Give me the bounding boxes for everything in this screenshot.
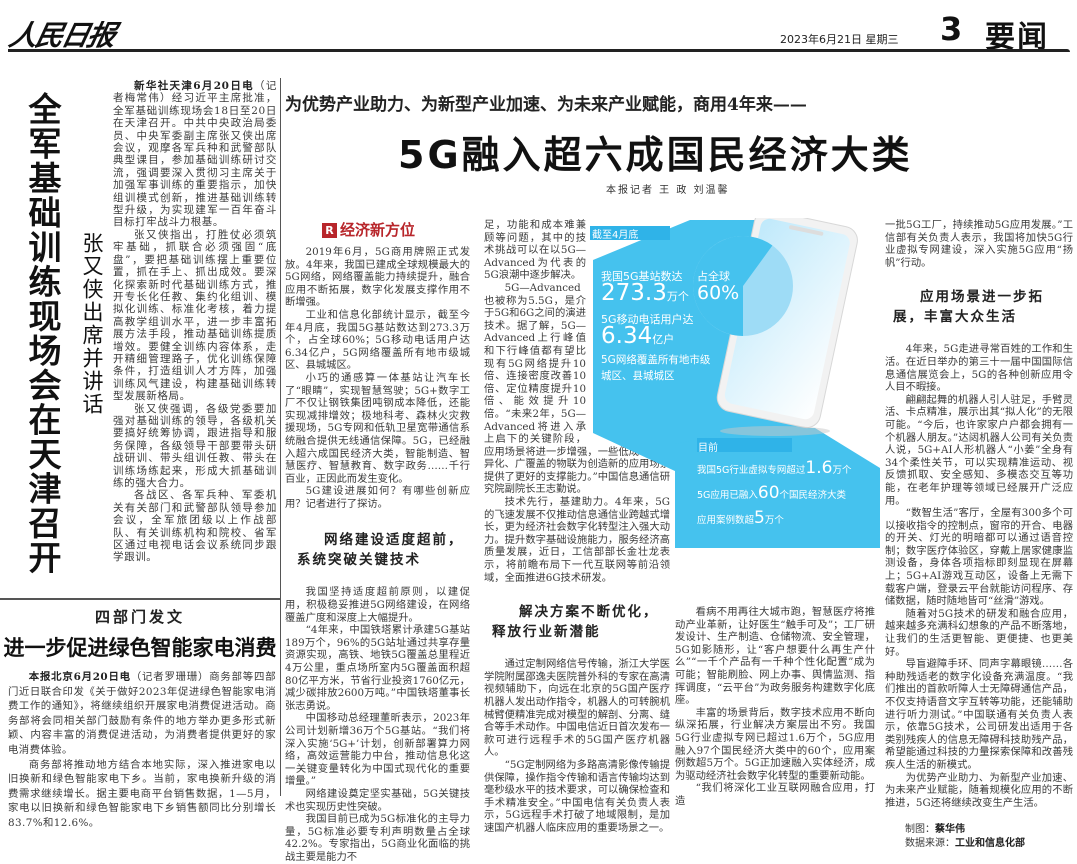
paragraph: “4年来，中国铁塔累计承建5G基站189万个，96%的5G站址通过共享存量资源实…	[285, 624, 470, 712]
stat-users: 6.34亿户	[601, 323, 675, 349]
bottom-story-body: 本报北京6月20日电（记者罗珊珊）商务部等四部门近日联合印发《关于做好2023年…	[8, 670, 276, 831]
paragraph: 通过定制网络信号传输，浙江大学医学院附属邵逸夫医院普外科的专家在高清视频辅助下，…	[484, 658, 670, 759]
phone-shadow	[720, 426, 830, 436]
main-col-4: 一批5G工厂，持续推动5G应用发展。”工信部有关负责人表示，我国将加快5G行业虚…	[885, 219, 1073, 851]
story-divider	[0, 598, 281, 600]
paragraph: 我国目前已成为5G标准化的主导力量，5G标准必要专利声明数量占全球42.2%。专…	[285, 813, 470, 863]
pie-label: 占全球	[697, 270, 730, 283]
left-story-headline: 全军基础训练现场会在天津召开	[23, 92, 62, 575]
paragraph: “5G定制网络为多路高清影像传输提供保障，操作指令传输和语言传输均达到毫秒级水平…	[484, 758, 670, 834]
left-story-body: 新华社天津6月20日电（记者梅常伟）经习近平主席批准，全军基础训练现场会18日至…	[113, 80, 277, 564]
subhead-network: 网络建设适度超前，系统突破关键技术	[297, 532, 464, 569]
paragraph: 各战区、各军兵种、军委机关有关部门和武警部队领导参加会议，全军旅团级以上作战部队…	[113, 489, 277, 564]
data-source: 数据来源：工业和信息化部	[905, 838, 1025, 850]
paragraph: 技术先行，基建助力。4年来，5G的飞速发展不仅推动信息通信业跨越式增长，更为经济…	[484, 496, 670, 584]
paragraph: 随着对5G技术的研发和融合应用，越来越多充满科幻想象的产品不断落地，让我们的生活…	[885, 607, 1073, 658]
paragraph: 工业和信息化部统计显示，截至今年4月底，我国5G基站数达到273.3万个，占全球…	[285, 308, 470, 372]
paragraph: 5G建设进展如何？有哪些创新应用？记者进行了探访。	[285, 485, 470, 510]
paragraph: 我国坚持适度超前原则，以建促用，积极稳妥推进5G网络建设，在网络覆盖广度和深度上…	[285, 586, 470, 624]
paragraph: 足，功能和成本难兼顾等问题，其中的技术挑战可以在以5G—Advanced为代表的…	[484, 219, 586, 282]
paragraph: “数智生活”客厅，全屋有300多个可以接收指令的控制点，窗帘的开合、电器的开关、…	[885, 507, 1073, 608]
subhead-applications: 应用场景进一步拓展，丰富大众生活	[893, 289, 1044, 326]
paragraph: 商务部将推动地方结合本地实际，深入推进家电以旧换新和绿色智能家电下乡。当前，家电…	[8, 758, 276, 829]
stat-users-label: 5G移动电话用户达	[601, 313, 694, 326]
paragraph: 看病不用再往大城市跑，智慧医疗将推动产业革新，让好医生“触手可及”；工厂研发设计…	[675, 606, 875, 707]
column-tag-icon: R	[322, 223, 337, 238]
paragraph: 网络建设奠定坚实基础，5G关键技术也实现历史性突破。	[285, 787, 470, 813]
paragraph: 新华社天津6月20日电（记者梅常伟）经习近平主席批准，全军基础训练现场会18日至…	[113, 80, 277, 229]
stat-virtual-networks: 我国5G行业虚拟专网超过1.6万个	[697, 458, 852, 478]
dateline: 本报北京6月20日电	[28, 671, 131, 683]
paragraph: 张又侠强调，各级党委要加强对基础训练的领导，各级机关要搞好统筹协调，跟进指导和服…	[113, 402, 277, 489]
stat-industries: 5G应用已融入60个国民经济大类	[697, 483, 847, 503]
paragraph: 4年来，5G走进寻常百姓的工作和生活。在近日举办的第三十一届中国国际信息通信展览…	[885, 343, 1073, 394]
paragraph: 翩翩起舞的机器人引人驻足，手臂灵活、卡点精准，展示出其“拟人化”的无限可能。“今…	[885, 393, 1073, 507]
paragraph: 一批5G工厂，持续推动5G应用发展。”工信部有关负责人表示，我国将加快5G行业虚…	[885, 219, 1073, 269]
stat-base-stations-label: 我国5G基站数达	[601, 270, 683, 283]
infographic-graphic	[590, 218, 880, 548]
newspaper-logo: 人民日报	[6, 19, 118, 52]
pie-value: 60%	[697, 282, 740, 304]
main-story-kicker: 为优势产业助力、为新型产业加速、为未来产业赋能，商用4年来——	[285, 95, 807, 115]
stat-cases: 应用案例数超5万个	[697, 508, 784, 528]
main-story-title: 5G融入超六成国民经济大类	[398, 133, 913, 177]
column-divider	[280, 598, 281, 796]
graphic-credit: 制图：蔡华伟	[905, 824, 965, 836]
infographic-top-label: 截至4月底	[592, 230, 639, 241]
stat-coverage: 5G网络覆盖所有地市级 城区、县城城区	[601, 354, 711, 382]
paragraph: 小巧的通感算一体基站让汽车长了“眼睛”，实现智慧驾驶；5G+数字工厂不仅让钢铁集…	[285, 371, 470, 485]
label-bar	[590, 226, 670, 240]
pie-slice-global-share	[693, 236, 773, 336]
paragraph: 2019年6月，5G商用牌照正式发放。4年来，我国已建成全球规模最大的5G网络，…	[285, 246, 470, 309]
masthead-rule	[8, 49, 1070, 52]
lower-panel-background	[675, 428, 880, 548]
left-story-subheadline: 张又侠出席并讲话	[80, 232, 104, 416]
bottom-story-kicker: 四部门发文	[94, 608, 185, 626]
infographic-bottom-label: 目前	[698, 443, 718, 454]
paragraph: 中国移动总经理董昕表示，2023年公司计划新增36万个5G基站。“我们将深入实施…	[285, 712, 470, 788]
byline: 本报记者 王 政 刘温馨	[606, 185, 730, 196]
dateline: 新华社天津6月20日电	[134, 80, 255, 92]
paragraph: 本报北京6月20日电（记者罗珊珊）商务部等四部门近日联合印发《关于做好2023年…	[8, 671, 276, 756]
paragraph: 5G—Advanced也被称为5.5G，是介于5G和6G之间的演进技术。据了解，…	[484, 281, 670, 496]
bottom-story-headline: 进一步促进绿色智能家电消费	[3, 636, 277, 660]
paragraph: 张又侠指出，打胜仗必须筑牢基础，抓联合必须强固“底盘”，要把基础训练摆上重要位置…	[113, 228, 277, 403]
subhead-solutions: 解决方案不断优化，释放行业新潜能	[492, 604, 659, 641]
column-divider	[280, 78, 281, 598]
paragraph: “我们将深化工业互联网融合应用，打造	[675, 782, 875, 807]
paragraph: 导盲避障手环、同声字幕眼镜……各种助残适老的数字化设备充满温度。“我们推出的首款…	[885, 658, 1073, 771]
main-col-1: 2019年6月，5G商用牌照正式发放。4年来，我国已建成全球规模最大的5G网络，…	[285, 246, 470, 864]
credits: 制图：蔡华伟 数据来源：工业和信息化部	[905, 823, 1073, 851]
column-tag: R 经济新方位	[322, 219, 415, 240]
paragraph: 丰富的场景背后，数字技术应用不断向纵深拓展，行业解决方案层出不穷。我国5G行业虚…	[675, 706, 875, 782]
page-number: 3	[940, 10, 963, 48]
paragraph: 为优势产业助力、为新型产业加速、为未来产业赋能，随着规模化应用的不断推进，5G还…	[885, 771, 1073, 809]
label-bar	[697, 438, 792, 452]
main-col-3: 看病不用再往大城市跑，智慧医疗将推动产业革新，让好医生“触手可及”；工厂研发设计…	[675, 606, 875, 808]
stat-base-stations: 273.3万个	[601, 280, 689, 306]
issue-date: 2023年6月21日 星期三	[780, 33, 899, 46]
